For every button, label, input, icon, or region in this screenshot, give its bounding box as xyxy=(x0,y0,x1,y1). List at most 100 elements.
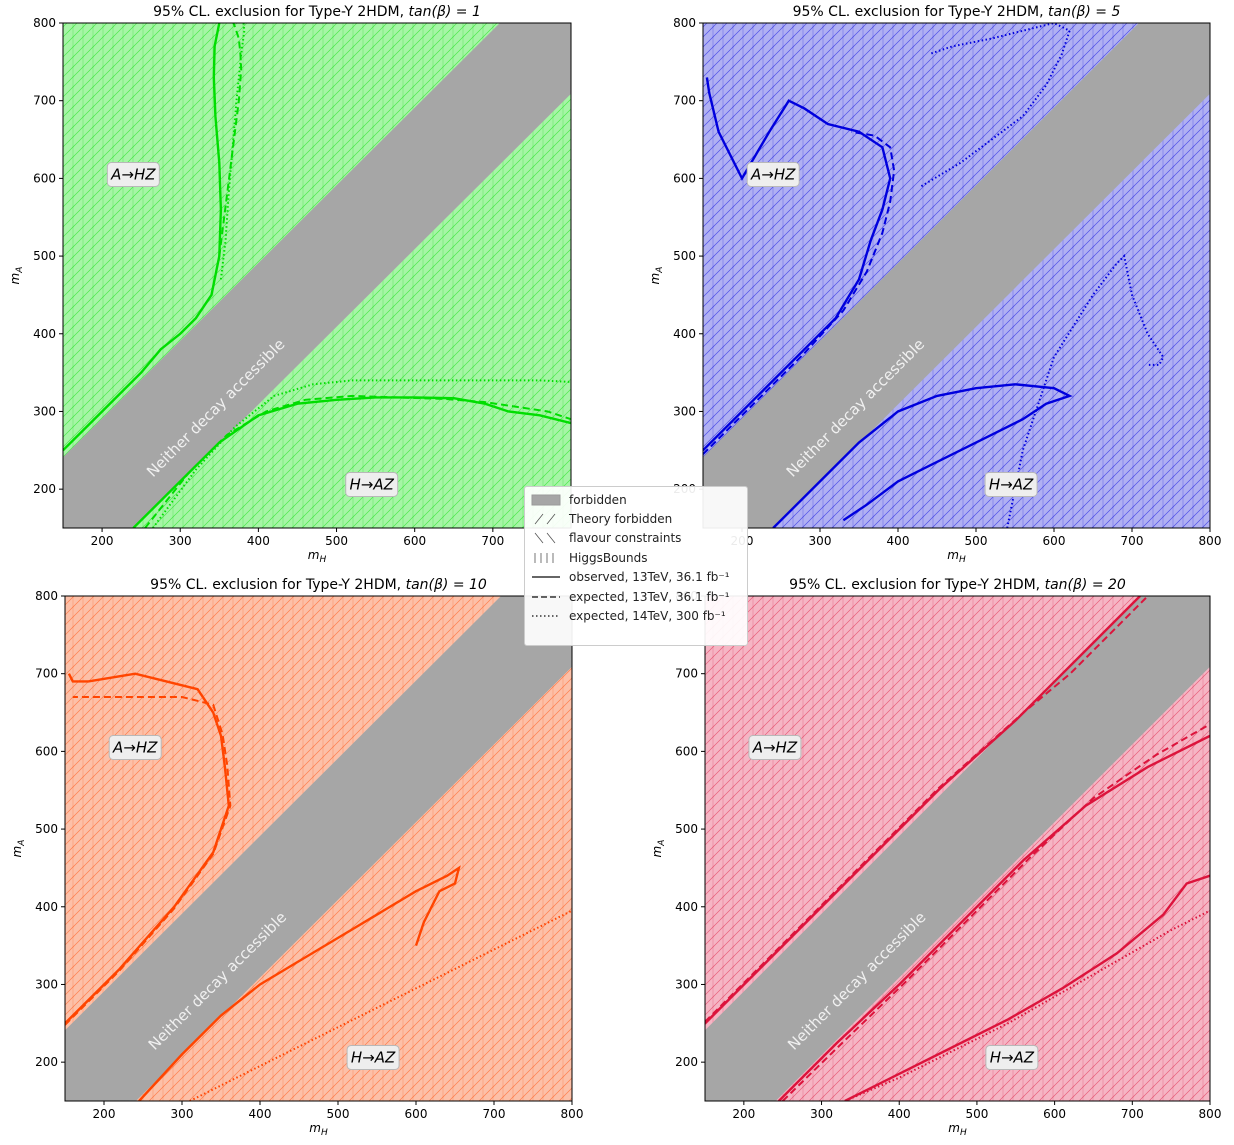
contour-dashed xyxy=(144,394,571,528)
legend-label: flavour constraints xyxy=(569,531,682,546)
legend-label: Theory forbidden xyxy=(569,512,673,527)
region-label-a-hz: A→HZ xyxy=(112,739,158,757)
x-tick-label: 700 xyxy=(1121,534,1144,548)
x-tick-label: 600 xyxy=(1043,534,1066,548)
contour-dashed xyxy=(781,723,1210,1101)
x-tick-label: 400 xyxy=(887,534,910,548)
legend-item: Theory forbidden xyxy=(531,509,741,528)
x-tick-label: 300 xyxy=(169,534,192,548)
contour-solid xyxy=(138,865,461,1101)
region-label-a-hz-box xyxy=(748,735,802,760)
x-tick-label: 500 xyxy=(325,534,348,548)
y-tick-label: 600 xyxy=(33,171,56,185)
chart-title: 95% CL. exclusion for Type-Y 2HDM, tan(β… xyxy=(789,577,1126,593)
y-tick-label: 500 xyxy=(33,249,56,263)
y-tick-label: 500 xyxy=(35,822,58,836)
y-axis-label: mA xyxy=(650,840,667,858)
legend-label: expected, 14TeV, 300 fb⁻¹ xyxy=(569,609,726,624)
x-tick-label: 700 xyxy=(1121,1107,1144,1121)
axes-frame xyxy=(64,595,573,1102)
legend-item: expected, 14TeV, 300 fb⁻¹ xyxy=(531,606,741,625)
y-tick-label: 700 xyxy=(673,94,696,108)
y-tick-label: 200 xyxy=(35,1055,58,1069)
x-tick-label: 600 xyxy=(405,1107,428,1121)
y-tick-label: 600 xyxy=(675,744,698,758)
region-label-a-hz-box xyxy=(746,162,800,187)
x-tick-label: 600 xyxy=(1043,1107,1066,1121)
x-axis-label: mH xyxy=(947,548,966,565)
x-axis-label: mH xyxy=(948,1121,967,1138)
axes-frame xyxy=(62,22,572,529)
x-tick-label: 300 xyxy=(171,1107,194,1121)
y-tick-label: 600 xyxy=(35,744,58,758)
y-tick-label: 300 xyxy=(673,404,696,418)
contour-dotted xyxy=(219,23,246,280)
y-tick-label: 300 xyxy=(675,977,698,991)
contour-solid xyxy=(772,383,1073,528)
y-tick-label: 800 xyxy=(35,589,58,603)
x-tick-label: 700 xyxy=(483,1107,506,1121)
y-tick-label: 500 xyxy=(673,249,696,263)
legend-swatch-dotted xyxy=(532,615,560,617)
y-tick-label: 600 xyxy=(673,171,696,185)
legend-item: HiggsBounds xyxy=(531,548,741,567)
x-tick-label: 300 xyxy=(810,1107,833,1121)
region-label-h-az-box xyxy=(346,1044,400,1070)
contour-solid xyxy=(777,734,1210,1101)
region-label-a-hz: A→HZ xyxy=(750,166,796,184)
y-tick-label: 700 xyxy=(33,94,56,108)
y-tick-label: 500 xyxy=(675,822,698,836)
contour-dotted xyxy=(152,379,571,528)
region-label-h-az: H→AZ xyxy=(989,475,1034,493)
forbidden-band xyxy=(705,596,1210,1101)
contour-dashed xyxy=(705,596,1149,1023)
x-tick-label: 600 xyxy=(403,534,426,548)
contour-dashed xyxy=(65,696,232,1026)
region-label-h-az-box xyxy=(984,471,1038,497)
x-tick-label: 200 xyxy=(93,1107,116,1121)
y-tick-label: 400 xyxy=(675,900,698,914)
forbidden-band xyxy=(703,23,1210,528)
x-axis-label: mH xyxy=(308,548,327,565)
legend-label: forbidden xyxy=(569,492,627,507)
region-label-h-az-box xyxy=(985,1044,1039,1070)
x-tick-label: 500 xyxy=(965,1107,988,1121)
y-tick-label: 200 xyxy=(675,1055,698,1069)
y-axis-label: mA xyxy=(648,267,665,285)
contour-solid xyxy=(63,23,223,452)
y-tick-label: 800 xyxy=(33,16,56,30)
chart-title: 95% CL. exclusion for Type-Y 2HDM, tan(β… xyxy=(153,4,481,20)
y-tick-label: 700 xyxy=(35,667,58,681)
forbidden-band xyxy=(63,23,571,528)
x-tick-label: 500 xyxy=(965,534,988,548)
y-tick-label: 800 xyxy=(673,16,696,30)
chart-title: 95% CL. exclusion for Type-Y 2HDM, tan(β… xyxy=(793,4,1121,20)
x-tick-label: 200 xyxy=(732,1107,755,1121)
region-label-a-hz: A→HZ xyxy=(110,166,156,184)
panel-0: 200 300 400 500 600 700 200 300 400 500 600 700 800 9… xyxy=(8,4,572,565)
contour-dotted xyxy=(1006,254,1165,528)
region-label-h-az: H→AZ xyxy=(350,475,395,493)
region-label-a-hz-box xyxy=(108,735,162,760)
contour-dotted xyxy=(920,23,1071,188)
contour-dotted xyxy=(844,909,1210,1101)
contour-solid xyxy=(65,672,231,1025)
legend-label: observed, 13TeV, 36.1 fb⁻¹ xyxy=(569,570,730,585)
legend-swatch-forbidden xyxy=(531,494,561,506)
legend-item: forbidden xyxy=(531,490,741,509)
x-tick-label: 300 xyxy=(809,534,832,548)
panel-1: 2003004005006007008002003004005006007008… xyxy=(648,4,1222,565)
region-label-a-hz: A→HZ xyxy=(752,739,798,757)
panel-3: 2003004005006007008002003004005006007008… xyxy=(650,577,1221,1138)
y-tick-label: 200 xyxy=(33,482,56,496)
x-tick-label: 500 xyxy=(327,1107,350,1121)
x-tick-label: 800 xyxy=(1199,534,1222,548)
panel-2: 200 300 400 500 600 700 800 200 300 400 500 600 700 8… xyxy=(10,577,583,1138)
y-tick-label: 300 xyxy=(35,977,58,991)
axes-frame xyxy=(704,595,1211,1102)
y-axis-label: mA xyxy=(10,840,27,858)
chart-title: 95% CL. exclusion for Type-Y 2HDM, tan(β… xyxy=(150,577,487,593)
x-tick-label: 400 xyxy=(888,1107,911,1121)
y-tick-label: 300 xyxy=(33,404,56,418)
